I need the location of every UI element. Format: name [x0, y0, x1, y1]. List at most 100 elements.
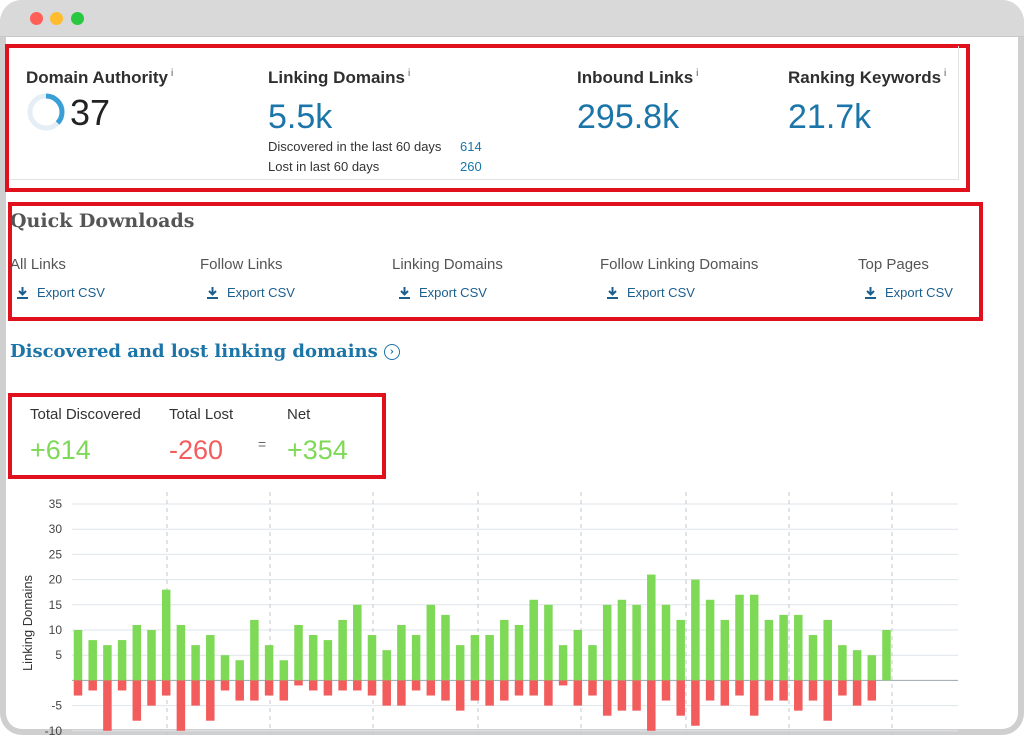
minimize-window-icon[interactable] — [50, 12, 63, 25]
total-discovered: Total Discovered +614 — [30, 406, 141, 466]
discovered-bar — [808, 635, 818, 681]
lost-bar — [529, 680, 538, 696]
lost-bar — [794, 680, 803, 711]
discovered-bar — [558, 645, 568, 681]
lost-bar — [514, 680, 524, 696]
discovered-bar — [794, 614, 803, 681]
lost-bar — [676, 680, 685, 716]
window-titlebar — [0, 0, 1024, 37]
discovered-bar — [514, 624, 524, 681]
discovered-bar — [485, 635, 494, 681]
export-csv-button[interactable]: Export CSV — [206, 285, 295, 300]
lost-bar — [103, 680, 112, 731]
discovered-bar — [220, 655, 230, 681]
discovered-60-days-value[interactable]: 614 — [460, 139, 482, 154]
lost-bar — [235, 680, 244, 701]
inbound-links-title: Inbound Links i — [577, 68, 699, 87]
net-total: Net +354 — [287, 406, 348, 466]
discovered-bar — [411, 635, 421, 681]
lost-bar — [617, 680, 627, 711]
lost-bar — [852, 680, 862, 706]
lost-bar — [176, 680, 186, 731]
ranking-keywords-value: 21.7k — [788, 98, 872, 136]
lost-bar — [426, 680, 436, 696]
y-tick-label: 25 — [49, 547, 63, 561]
maximize-window-icon[interactable] — [71, 12, 84, 25]
discovered-bar — [176, 624, 186, 681]
download-top-pages: Top Pages Export CSV — [858, 256, 953, 300]
info-icon[interactable]: i — [944, 68, 947, 80]
discovered-bar — [294, 624, 303, 681]
lost-bar — [705, 680, 715, 701]
domain-authority-gauge — [27, 93, 65, 131]
discovered-bar — [705, 599, 715, 681]
equals-sign: = — [258, 436, 267, 452]
download-label: Top Pages — [858, 256, 929, 273]
lost-bar — [206, 680, 215, 721]
discovered-bar — [602, 604, 612, 681]
y-tick-label: -5 — [51, 699, 62, 713]
lost-bar — [367, 680, 377, 696]
linking-domains-value: 5.5k — [268, 98, 333, 136]
discovered-bar — [88, 640, 97, 681]
discovered-bar — [117, 640, 127, 681]
discovered-bar — [749, 594, 759, 681]
total-lost-label: Total Lost — [169, 406, 234, 423]
close-window-icon[interactable] — [30, 12, 43, 25]
lost-bar — [161, 680, 171, 696]
info-icon[interactable]: i — [170, 68, 174, 80]
total-discovered-label: Total Discovered — [30, 406, 141, 423]
domain-authority-title: Domain Authority i — [26, 68, 174, 87]
y-tick-label: 5 — [55, 648, 62, 662]
info-icon[interactable]: i — [696, 68, 699, 80]
lost-bar — [117, 680, 127, 691]
section-title[interactable]: Discovered and lost linking domains › — [10, 341, 400, 362]
lost-bar — [279, 680, 289, 701]
discovered-bar — [103, 645, 112, 681]
lost-bar — [455, 680, 465, 711]
lost-bar — [588, 680, 597, 696]
lost-bar — [397, 680, 406, 706]
discovered-bar — [426, 604, 436, 681]
domain-authority-value: 37 — [70, 92, 111, 133]
export-csv-button[interactable]: Export CSV — [398, 285, 503, 300]
lost-bar — [647, 680, 656, 731]
totals-highlight-box — [8, 393, 386, 479]
discovered-bar — [235, 660, 244, 681]
export-csv-button[interactable]: Export CSV — [864, 285, 953, 300]
discovered-bar — [250, 619, 259, 681]
download-label: Follow Links — [200, 256, 283, 273]
lost-60-days-value[interactable]: 260 — [460, 159, 482, 174]
discovered-bar — [132, 624, 142, 681]
lost-bar — [661, 680, 671, 701]
y-tick-label: 10 — [49, 623, 63, 637]
linking-domains-bar-chart: 35 30 25 20 15 10 5 -5 -10 Linking Domains — [20, 492, 958, 735]
lost-bar — [838, 680, 847, 696]
discovered-bar — [617, 599, 627, 681]
discovered-bar — [573, 630, 583, 681]
download-icon — [607, 286, 618, 299]
download-linking-domains: Linking Domains Export CSV — [392, 256, 503, 300]
discovered-bar — [147, 630, 156, 681]
discovered-bar — [764, 619, 774, 681]
export-csv-button[interactable]: Export CSV — [606, 285, 758, 300]
download-label: All Links — [10, 256, 66, 273]
lost-bar — [500, 680, 509, 701]
lost-bar — [632, 680, 641, 711]
metrics-panel: Domain Authority i 37 Linking Domains i 5.… — [10, 46, 959, 180]
export-csv-button[interactable]: Export CSV — [16, 285, 105, 300]
discovered-bar — [588, 645, 597, 681]
discovered-bar — [353, 604, 362, 681]
download-icon — [399, 286, 410, 299]
discovered-bar — [882, 630, 891, 681]
lost-bar — [485, 680, 494, 706]
domain-authority-metric: Domain Authority i 37 — [26, 68, 174, 133]
info-icon[interactable]: i — [407, 68, 411, 80]
download-label: Linking Domains — [392, 256, 503, 273]
discovered-bar — [323, 640, 333, 681]
discovered-bar — [367, 635, 377, 681]
discovered-bar — [676, 619, 685, 681]
download-follow-links: Follow Links Export CSV — [200, 256, 295, 300]
total-lost: Total Lost -260 — [169, 406, 233, 466]
circle-arrow-icon[interactable]: › — [383, 343, 400, 360]
